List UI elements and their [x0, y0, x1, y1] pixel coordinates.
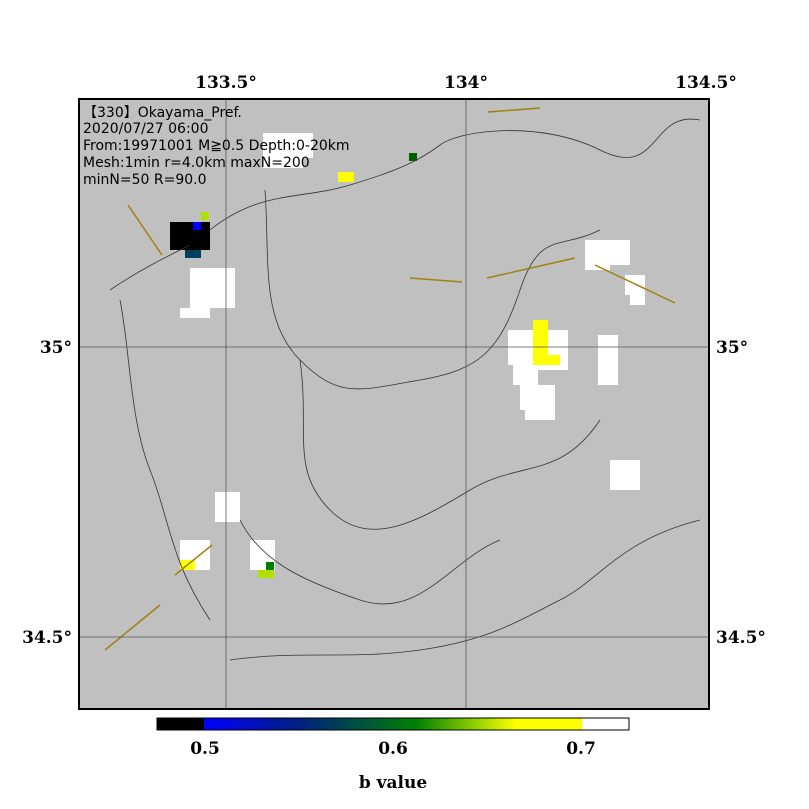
boundaries	[109, 118, 701, 661]
info-line: From:19971001 M≧0.5 Depth:0-20km	[83, 138, 350, 154]
lat-label: 34.5°	[716, 628, 766, 648]
data-cells	[170, 133, 645, 578]
info-line: minN=50 R=90.0	[83, 172, 207, 188]
map-area	[79, 99, 709, 709]
info-line: Mesh:1min r=4.0km maxN=200	[83, 155, 310, 171]
colorbar-label: 0.6	[378, 739, 408, 759]
graticule	[79, 99, 709, 709]
colorbar	[156, 717, 630, 731]
lat-label: 35°	[716, 338, 748, 358]
info-block: 【330】Okayama_Pref. 2020/07/27 06:00 From…	[83, 105, 350, 188]
lat-label: 34.5°	[22, 628, 72, 648]
lon-label: 133.5°	[195, 73, 257, 93]
lon-label: 134.5°	[675, 73, 737, 93]
colorbar-title: b value	[359, 773, 428, 793]
colorbar-label: 0.5	[190, 739, 220, 759]
map-frame	[78, 98, 710, 710]
lat-label: 35°	[40, 338, 72, 358]
faults	[104, 107, 676, 651]
info-line: 【330】Okayama_Pref.	[83, 105, 242, 121]
colorbar-label: 0.7	[566, 739, 596, 759]
info-line: 2020/07/27 06:00	[83, 121, 209, 137]
lon-label: 134°	[444, 73, 488, 93]
